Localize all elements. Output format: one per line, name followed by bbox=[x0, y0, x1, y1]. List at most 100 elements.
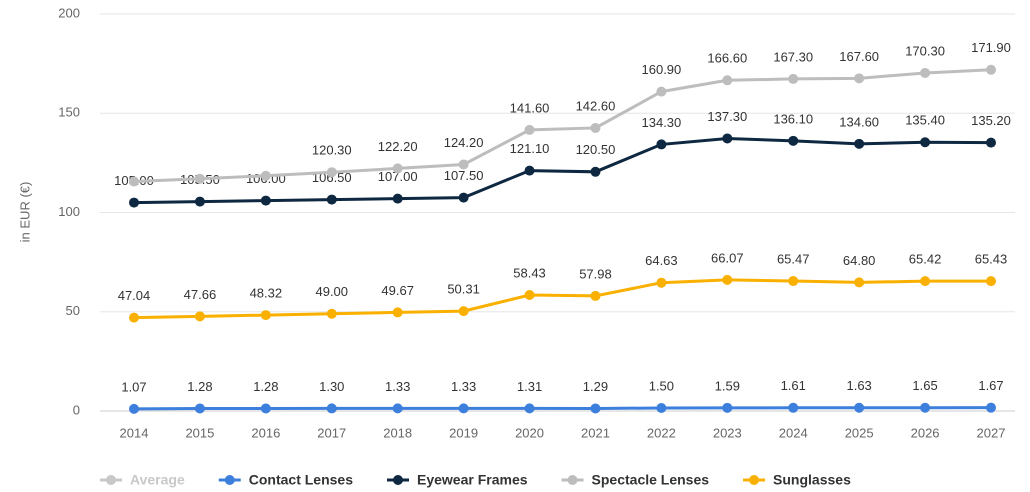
data-point bbox=[920, 137, 931, 148]
data-point bbox=[788, 73, 799, 84]
data-point bbox=[590, 290, 601, 301]
legend-item: Contact Lenses bbox=[218, 472, 353, 488]
data-point bbox=[590, 122, 601, 133]
x-tick-label: 2018 bbox=[383, 425, 412, 440]
series-line bbox=[133, 406, 992, 411]
data-label: 124.20 bbox=[444, 135, 484, 150]
data-label: 120.30 bbox=[312, 143, 352, 158]
y-tick-label: 100 bbox=[58, 204, 80, 219]
data-label: 121.10 bbox=[510, 141, 550, 156]
legend-label: Average bbox=[130, 472, 185, 488]
x-tick-label: 2016 bbox=[251, 425, 280, 440]
data-point bbox=[129, 312, 139, 323]
data-point bbox=[788, 276, 799, 287]
data-label: 50.31 bbox=[447, 282, 480, 297]
data-label: 107.00 bbox=[378, 169, 418, 184]
data-label: 65.42 bbox=[909, 252, 942, 267]
legend-item: Sunglasses bbox=[743, 472, 851, 488]
data-point bbox=[392, 307, 403, 318]
legend-item: Eyewear Frames bbox=[387, 472, 528, 488]
x-tick-label: 2022 bbox=[647, 425, 676, 440]
legend-label: Contact Lenses bbox=[249, 472, 353, 488]
y-tick-label: 200 bbox=[58, 5, 80, 20]
data-point bbox=[788, 402, 799, 413]
x-tick-label: 2026 bbox=[911, 425, 940, 440]
data-point bbox=[326, 194, 337, 205]
x-tick-label: 2021 bbox=[581, 425, 610, 440]
data-point bbox=[458, 192, 469, 203]
data-label: 122.20 bbox=[378, 139, 418, 154]
y-axis-label: in EUR (€) bbox=[17, 182, 32, 243]
data-label: 65.47 bbox=[777, 251, 810, 266]
legend-swatch-dot bbox=[749, 475, 760, 485]
x-tick-label: 2020 bbox=[515, 425, 544, 440]
x-tick-label: 2027 bbox=[977, 425, 1006, 440]
data-point bbox=[920, 67, 931, 78]
data-point bbox=[986, 137, 996, 148]
data-label: 167.30 bbox=[773, 49, 813, 64]
data-label: 49.67 bbox=[381, 283, 414, 298]
legend-swatch-dot bbox=[393, 475, 403, 485]
data-label: 1.28 bbox=[187, 379, 212, 394]
data-point bbox=[458, 159, 469, 170]
data-label: 57.98 bbox=[579, 266, 612, 281]
data-label: 47.04 bbox=[118, 288, 151, 303]
data-label: 1.61 bbox=[781, 378, 806, 393]
legend-swatch-dot bbox=[224, 475, 235, 485]
data-point bbox=[524, 290, 535, 301]
legend-item: Spectacle Lenses bbox=[561, 472, 710, 488]
data-label: 47.66 bbox=[184, 287, 217, 302]
data-label: 58.43 bbox=[513, 265, 546, 280]
data-label: 136.10 bbox=[773, 111, 813, 126]
data-point bbox=[194, 196, 205, 207]
data-point bbox=[326, 403, 337, 414]
data-label: 137.30 bbox=[707, 109, 747, 124]
y-tick-label: 150 bbox=[58, 105, 80, 120]
data-point bbox=[524, 124, 535, 135]
data-label: 1.59 bbox=[715, 378, 740, 393]
data-point bbox=[326, 167, 337, 178]
data-label: 66.07 bbox=[711, 250, 744, 265]
data-point bbox=[854, 402, 865, 413]
data-point bbox=[590, 166, 601, 177]
data-label: 170.30 bbox=[905, 43, 945, 58]
data-point bbox=[392, 403, 403, 414]
series-line bbox=[133, 68, 992, 184]
data-label: 65.43 bbox=[975, 252, 1008, 267]
data-label: 1.67 bbox=[978, 378, 1003, 393]
data-point bbox=[590, 403, 601, 414]
data-label: 134.30 bbox=[642, 115, 682, 130]
legend-label: Sunglasses bbox=[773, 472, 851, 488]
data-label: 1.28 bbox=[253, 379, 278, 394]
data-point bbox=[194, 403, 205, 414]
data-point bbox=[854, 138, 865, 149]
data-point bbox=[722, 75, 733, 86]
data-point bbox=[260, 195, 271, 206]
data-point bbox=[524, 165, 535, 176]
series-line bbox=[133, 136, 992, 205]
data-label: 166.60 bbox=[707, 51, 747, 66]
x-tick-label: 2014 bbox=[120, 425, 149, 440]
legend-label: Spectacle Lenses bbox=[592, 472, 710, 488]
data-point bbox=[722, 133, 733, 144]
data-point bbox=[260, 310, 271, 321]
data-label: 1.30 bbox=[319, 379, 344, 394]
x-tick-label: 2017 bbox=[317, 425, 346, 440]
data-point bbox=[458, 306, 469, 317]
data-label: 64.63 bbox=[645, 253, 678, 268]
x-tick-label: 2024 bbox=[779, 425, 808, 440]
data-point bbox=[788, 135, 799, 146]
data-point bbox=[260, 403, 271, 414]
data-point bbox=[722, 274, 733, 285]
legend-swatch-dot bbox=[106, 475, 116, 485]
data-point bbox=[129, 176, 139, 187]
data-point bbox=[656, 403, 667, 414]
data-label: 1.65 bbox=[912, 378, 937, 393]
data-label: 48.32 bbox=[250, 286, 283, 301]
data-point bbox=[722, 402, 733, 413]
series-line bbox=[133, 278, 992, 320]
legend-swatch-dot bbox=[567, 475, 578, 485]
data-point bbox=[326, 308, 337, 319]
data-label: 1.33 bbox=[385, 379, 410, 394]
